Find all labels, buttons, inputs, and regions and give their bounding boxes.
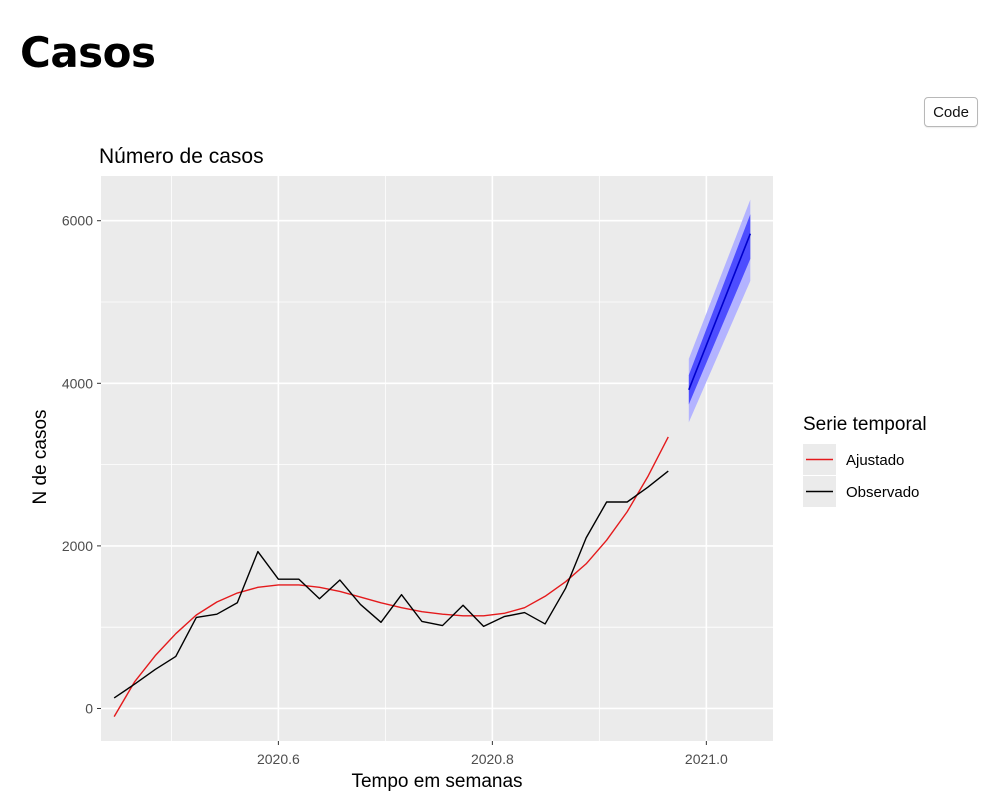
x-tick-label: 2020.8 <box>471 751 514 767</box>
legend-title: Serie temporal <box>803 414 927 435</box>
y-tick-label: 6000 <box>62 213 93 229</box>
legend-label-ajustado: Ajustado <box>846 452 904 469</box>
forecast-band-80 <box>688 214 751 405</box>
y-tick-label: 4000 <box>62 375 93 391</box>
legend-label-observado: Observado <box>846 484 919 501</box>
axes: 2020.6 2020.8 2021.0 0 2000 4000 6000 <box>62 213 728 767</box>
plot-panel <box>101 176 773 741</box>
y-tick-label: 2000 <box>62 538 93 554</box>
series-line-ajustado <box>113 436 669 717</box>
x-tick-label: 2021.0 <box>685 751 728 767</box>
series-lines <box>113 436 669 717</box>
code-button[interactable]: Code <box>924 97 978 127</box>
y-tick-label: 0 <box>85 700 93 716</box>
page-title: Casos <box>20 28 156 77</box>
forecast-line <box>688 233 752 391</box>
series-line-observado <box>113 470 669 699</box>
grid-lines <box>101 176 773 741</box>
chart-title: Número de casos <box>99 145 264 168</box>
forecast-layer <box>688 199 752 423</box>
x-axis-label: Tempo em semanas <box>351 771 522 792</box>
y-axis-label: N de casos <box>30 409 51 504</box>
legend: Serie temporal Ajustado Observado <box>803 414 927 507</box>
x-tick-label: 2020.6 <box>257 751 300 767</box>
